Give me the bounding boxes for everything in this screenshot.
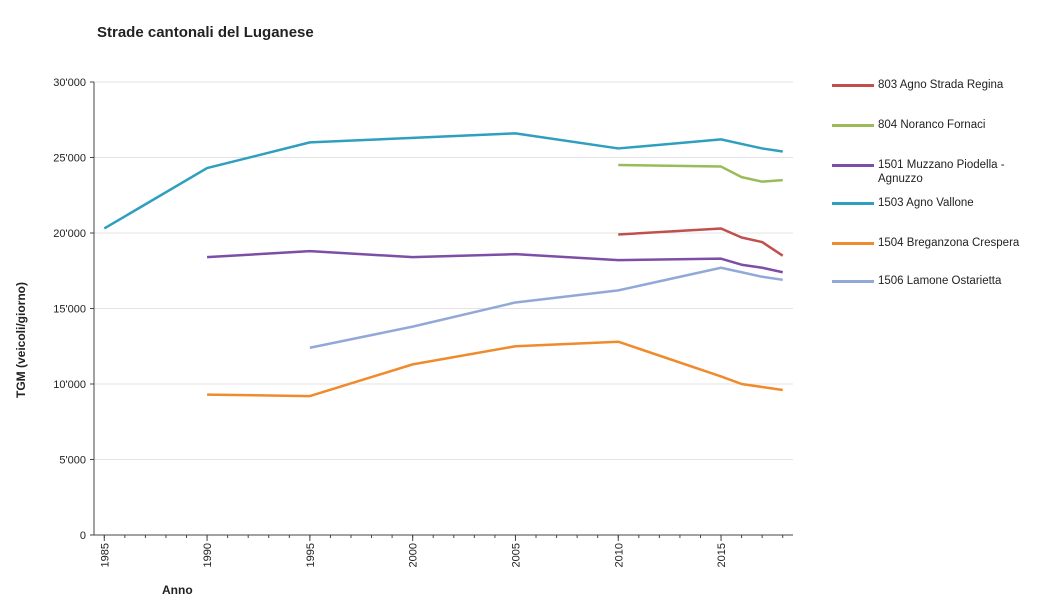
legend-label: 1501 Muzzano Piodella - Agnuzzo [878,159,1005,185]
legend-label: 803 Agno Strada Regina [878,79,1004,91]
line-series [207,249,783,274]
legend-item: 1506 Lamone Ostarietta [832,274,1028,288]
y-tick-label: 5'000 [59,455,86,467]
y-tick-label: 30'000 [53,77,86,89]
legend-item: 1501 Muzzano Piodella - Agnuzzo [832,158,1028,186]
legend-item: 1503 Agno Vallone [832,196,1028,210]
y-axis-label: TGM (veicoli/giorno) [14,282,28,398]
x-axis-label: Anno [162,583,193,597]
x-tick-label: 2000 [408,543,420,567]
line-series [618,227,784,257]
y-tick-label: 15'000 [53,304,86,316]
legend-item: 803 Agno Strada Regina [832,78,1028,92]
x-tick-label: 2015 [716,543,728,567]
legend-swatch [832,84,874,87]
x-tick-label: 2010 [613,543,625,567]
x-tick-label: 1990 [202,543,214,567]
legend-swatch [832,280,874,283]
y-tick-label: 25'000 [53,153,86,165]
line-series [618,163,783,183]
legend-label: 804 Noranco Fornaci [878,119,986,131]
x-tick-label: 1985 [99,543,111,567]
legend-label: 1506 Lamone Ostarietta [878,275,1002,287]
legend-label: 1504 Breganzona Crespera [878,237,1020,249]
legend-swatch [832,242,874,245]
chart-title: Strade cantonali del Luganese [97,24,314,41]
legend-item: 804 Noranco Fornaci [832,118,1028,132]
legend-swatch [832,202,874,205]
y-tick-label: 0 [80,530,86,542]
y-tick-label: 10'000 [53,379,86,391]
legend-swatch [832,124,874,127]
y-tick-label: 20'000 [53,228,86,240]
line-series [309,266,783,349]
line-series [207,340,783,398]
legend-item: 1504 Breganzona Crespera [832,236,1028,250]
line-series [103,132,783,230]
x-tick-label: 2005 [510,543,522,567]
x-tick-label: 1995 [305,543,317,567]
legend-label: 1503 Agno Vallone [878,197,974,209]
legend-swatch [832,164,874,167]
